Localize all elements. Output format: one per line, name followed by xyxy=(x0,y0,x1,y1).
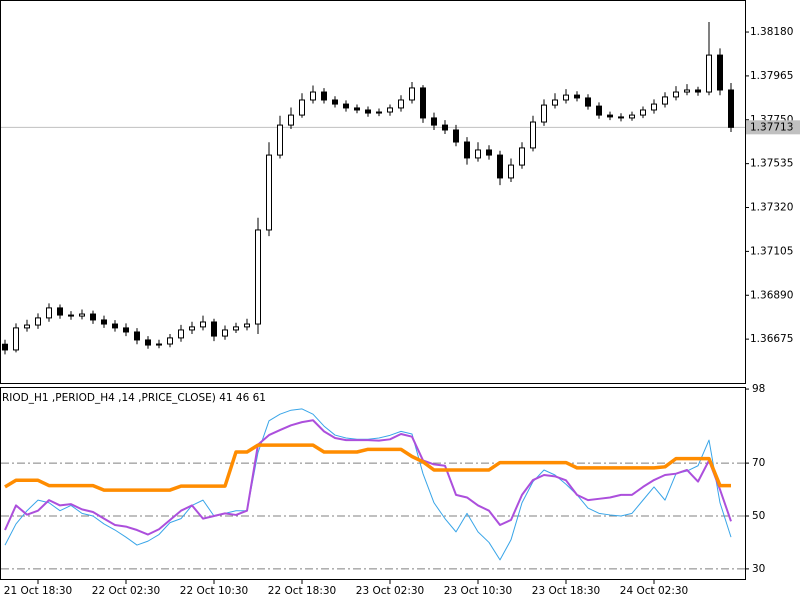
candle-body xyxy=(299,99,305,116)
candle-body xyxy=(442,124,448,131)
candle-body xyxy=(398,99,404,109)
candle-body xyxy=(200,321,206,328)
candle-body xyxy=(35,317,41,326)
x-tick-label: 22 Oct 18:30 xyxy=(268,585,336,597)
candle-body xyxy=(651,103,657,111)
candle-body xyxy=(607,114,613,118)
candle-body xyxy=(453,129,459,143)
y-tick-label: 30 xyxy=(752,563,765,575)
candle-body xyxy=(178,329,184,339)
candle-body xyxy=(255,229,261,325)
x-tick-label: 23 Oct 10:30 xyxy=(444,585,512,597)
candle-body xyxy=(684,89,690,93)
candle-body xyxy=(13,327,19,351)
candle-body xyxy=(112,323,118,329)
candle-body xyxy=(2,343,8,351)
y-tick-label: 50 xyxy=(752,510,765,522)
candle-body xyxy=(321,91,327,101)
candle-body xyxy=(376,111,382,114)
x-tick-label: 22 Oct 10:30 xyxy=(180,585,248,597)
x-tick-label: 23 Oct 02:30 xyxy=(356,585,424,597)
y-tick-label: 1.36675 xyxy=(750,333,793,345)
indicator-line xyxy=(4,443,731,492)
candle-body xyxy=(101,319,107,325)
y-tick-label: 1.38180 xyxy=(750,26,793,38)
candle-body xyxy=(244,323,250,328)
candle-body xyxy=(156,343,162,346)
candle-body xyxy=(68,314,74,317)
candle-body xyxy=(145,339,151,346)
last-price-label: 1.37713 xyxy=(750,121,793,133)
y-tick-label: 70 xyxy=(752,457,765,469)
candle-body xyxy=(508,164,514,179)
candle-body xyxy=(640,109,646,116)
indicator-title: RIOD_H1 ,PERIOD_H4 ,14 ,PRICE_CLOSE) 41 … xyxy=(2,392,266,404)
candle-body xyxy=(695,89,701,93)
candle-body xyxy=(90,313,96,321)
y-tick-label: 1.37535 xyxy=(750,158,793,170)
candle-body xyxy=(596,105,602,116)
candle-body xyxy=(167,337,173,345)
indicator-line xyxy=(4,419,732,536)
candle-body xyxy=(46,307,52,319)
candle-body xyxy=(24,324,30,329)
candle-body xyxy=(618,116,624,119)
y-tick-label: 1.37105 xyxy=(750,245,793,257)
candle-body xyxy=(420,87,426,119)
candle-body xyxy=(563,94,569,101)
candle-body xyxy=(552,99,558,106)
candle-body xyxy=(464,141,470,159)
candle-body xyxy=(673,91,679,98)
candle-body xyxy=(574,94,580,99)
candle-body xyxy=(728,89,734,128)
x-tick-label: 22 Oct 02:30 xyxy=(92,585,160,597)
candle-body xyxy=(530,121,536,149)
candle-body xyxy=(541,104,547,123)
candle-body xyxy=(365,109,371,114)
candle-body xyxy=(486,149,492,156)
candle-body xyxy=(585,97,591,107)
y-tick-label: 1.37320 xyxy=(750,202,793,214)
candle-body xyxy=(134,331,140,341)
candle-body xyxy=(629,114,635,119)
candle-body xyxy=(475,149,481,159)
candle-body xyxy=(123,327,129,333)
candle-body xyxy=(211,321,217,337)
candle-body xyxy=(57,307,63,316)
x-tick-label: 23 Oct 18:30 xyxy=(532,585,600,597)
candle-body xyxy=(277,124,283,156)
candle-body xyxy=(310,91,316,101)
main-panel xyxy=(0,0,746,384)
candle-body xyxy=(288,114,294,126)
x-tick-label: 21 Oct 18:30 xyxy=(4,585,72,597)
candle-body xyxy=(387,107,393,113)
candle-body xyxy=(189,326,195,331)
candle-body xyxy=(662,96,668,105)
candle-body xyxy=(266,154,272,231)
candle-body xyxy=(519,147,525,166)
indicator-panel xyxy=(0,387,746,580)
x-tick-label: 24 Oct 02:30 xyxy=(620,585,688,597)
candle-body xyxy=(79,313,85,317)
candle-body xyxy=(233,326,239,331)
candle-body xyxy=(343,103,349,109)
candle-body xyxy=(332,99,338,105)
candle-body xyxy=(409,87,415,101)
y-tick-label: 1.36890 xyxy=(750,289,793,301)
y-tick-label: 98 xyxy=(752,383,765,395)
candle-body xyxy=(717,54,723,91)
candle-body xyxy=(222,329,228,337)
last-price-box xyxy=(746,120,800,135)
candle-body xyxy=(497,154,503,179)
y-tick-label: 1.37965 xyxy=(750,70,793,82)
candle-body xyxy=(431,117,437,126)
candle-body xyxy=(706,54,712,93)
candle-body xyxy=(354,107,360,111)
